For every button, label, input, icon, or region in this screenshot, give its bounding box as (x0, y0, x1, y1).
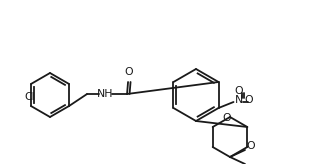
Text: O: O (223, 113, 231, 123)
Text: O: O (234, 86, 243, 96)
Text: O: O (244, 95, 253, 105)
Text: O: O (125, 67, 133, 77)
Text: Cl: Cl (25, 92, 35, 102)
Text: NH: NH (97, 89, 113, 99)
Text: N: N (234, 95, 243, 105)
Text: O: O (246, 141, 255, 151)
